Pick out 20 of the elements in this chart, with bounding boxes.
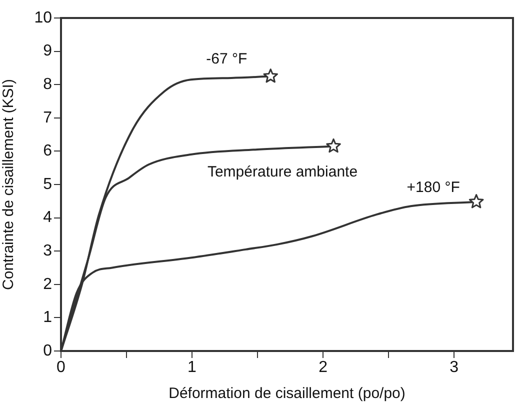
- y-tick-label: 1: [43, 309, 52, 326]
- x-axis-title: Déformation de cisaillement (po/po): [168, 385, 406, 402]
- y-tick-label: 3: [43, 242, 52, 260]
- y-axis-title: Contrainte de cisaillement (KSI): [0, 79, 18, 290]
- y-tick-label: 0: [43, 342, 52, 360]
- series-label: +180 °F: [406, 178, 460, 196]
- x-tick-label: 2: [318, 359, 328, 376]
- series-label: -67 °F: [206, 50, 248, 68]
- y-tick-label: 8: [43, 76, 52, 94]
- y-tick-label: 7: [43, 109, 52, 126]
- y-tick-label: 5: [43, 176, 52, 193]
- y-tick-label: 2: [43, 276, 52, 293]
- series-label: Température ambiante: [207, 163, 358, 180]
- x-tick-label: 0: [56, 359, 66, 376]
- y-tick-label: 6: [43, 142, 52, 160]
- y-tick-label: 10: [34, 9, 52, 26]
- x-tick-label: 3: [450, 359, 459, 376]
- y-tick-label: 4: [43, 209, 52, 226]
- x-tick-label: 1: [188, 359, 197, 376]
- y-tick-label: 9: [43, 42, 52, 60]
